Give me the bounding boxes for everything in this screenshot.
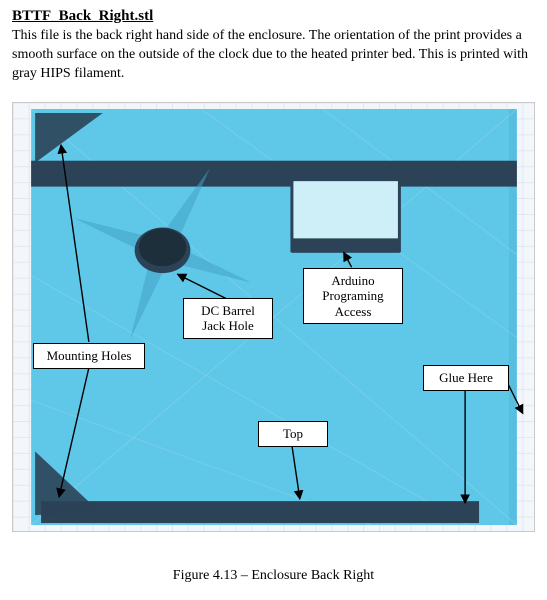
- figure-svg: [13, 103, 534, 531]
- label-top: Top: [258, 421, 328, 447]
- label-glue-here: Glue Here: [423, 365, 509, 391]
- label-dc-barrel-jack-hole: DC Barrel Jack Hole: [183, 298, 273, 339]
- figure-caption: Figure 4.13 – Enclosure Back Right: [12, 568, 535, 584]
- document-page: BTTF_Back_Right.stl This file is the bac…: [0, 0, 547, 600]
- file-title: BTTF_Back_Right.stl: [12, 8, 535, 25]
- file-description: This file is the back right hand side of…: [12, 27, 535, 84]
- figure-container: DC Barrel Jack Hole Arduino Programing A…: [12, 102, 535, 532]
- label-arduino-access: Arduino Programing Access: [303, 268, 403, 325]
- label-mounting-holes: Mounting Holes: [33, 343, 145, 369]
